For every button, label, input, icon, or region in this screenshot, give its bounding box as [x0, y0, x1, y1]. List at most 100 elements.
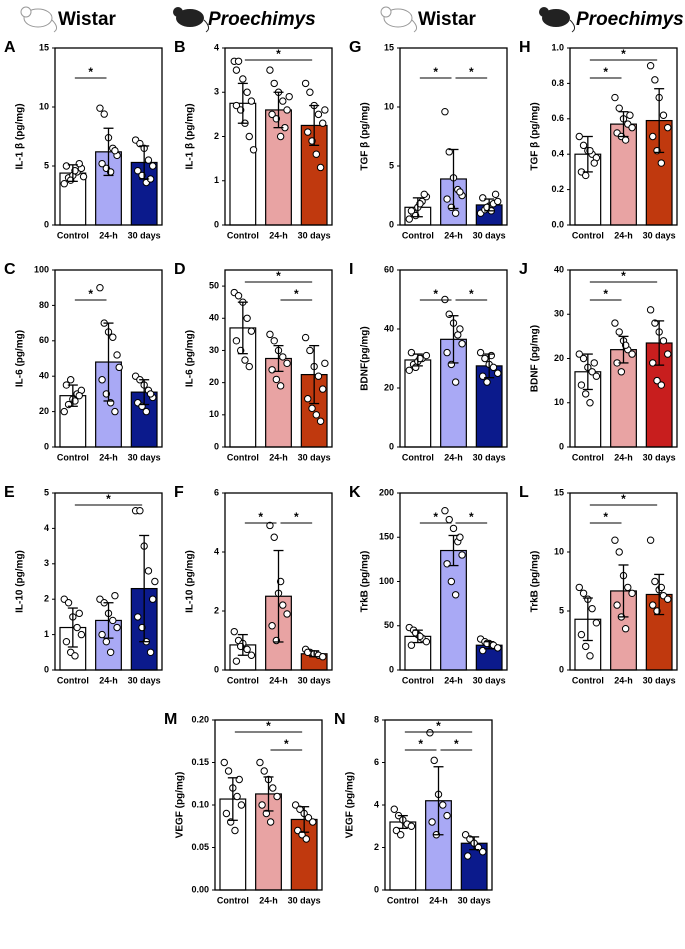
- y-tick-label: 0.8: [551, 78, 564, 88]
- significance-label: *: [433, 287, 438, 301]
- data-point: [283, 106, 291, 114]
- x-tick-label: 30 days: [128, 230, 161, 240]
- significance-label: *: [469, 510, 474, 524]
- data-point: [439, 801, 447, 809]
- data-point: [312, 411, 321, 419]
- data-point: [301, 79, 310, 88]
- y-axis-label: IL-1 β (pg/mg): [185, 103, 196, 169]
- data-point: [75, 391, 83, 400]
- data-point: [586, 652, 594, 660]
- data-point: [628, 589, 636, 597]
- data-point: [611, 93, 619, 102]
- rat-icon: [380, 6, 418, 33]
- bar: [265, 357, 292, 448]
- rat-icon: [173, 7, 210, 33]
- data-point: [586, 399, 594, 407]
- data-point: [144, 567, 153, 575]
- significance-label: *: [621, 269, 626, 283]
- data-point: [649, 601, 657, 609]
- data-point: [588, 368, 596, 376]
- plot-frame: [214, 719, 323, 891]
- data-point: [651, 76, 659, 84]
- data-point: [464, 852, 472, 860]
- data-point: [234, 292, 243, 300]
- x-tick-label: 24-h: [614, 675, 633, 685]
- strain-header: Wistar: [418, 9, 477, 30]
- data-point: [266, 330, 274, 339]
- y-tick-label: 0: [389, 664, 394, 674]
- y-tick-label: 0.6: [551, 113, 564, 123]
- data-point: [615, 328, 623, 336]
- significance-label: *: [433, 65, 438, 79]
- significance-label: *: [106, 492, 111, 506]
- plot-frame: [399, 269, 508, 448]
- data-point: [96, 284, 104, 292]
- significance-label: *: [621, 492, 626, 506]
- panel-letter: G: [349, 39, 361, 56]
- data-point: [234, 57, 243, 65]
- data-point: [581, 171, 590, 180]
- data-point: [319, 653, 327, 661]
- rat-icon: [539, 7, 576, 33]
- data-point: [302, 835, 311, 843]
- data-point: [111, 407, 119, 416]
- data-point: [422, 637, 431, 646]
- x-tick-label: 30 days: [643, 230, 676, 240]
- data-point: [75, 609, 83, 618]
- data-point: [285, 92, 293, 101]
- data-point: [62, 637, 71, 646]
- x-tick-label: Control: [217, 895, 249, 905]
- data-point: [646, 536, 655, 544]
- data-point: [483, 378, 491, 386]
- plot-frame: [224, 269, 333, 448]
- x-tick-label: 24-h: [614, 230, 633, 240]
- data-point: [456, 188, 464, 196]
- x-tick-label: 30 days: [128, 675, 161, 685]
- data-point: [651, 577, 659, 586]
- panel-letter: N: [334, 711, 346, 728]
- panel-letter: L: [519, 484, 529, 501]
- x-tick-label: 24-h: [444, 230, 463, 240]
- panel-letter: K: [349, 484, 361, 501]
- x-tick-label: 30 days: [298, 675, 331, 685]
- data-point: [279, 601, 287, 609]
- data-point: [489, 363, 498, 372]
- x-tick-label: Control: [227, 452, 259, 462]
- x-tick-label: Control: [57, 452, 89, 462]
- data-point: [613, 601, 621, 609]
- data-point: [306, 346, 314, 355]
- panel-letter: M: [164, 711, 177, 728]
- data-point: [249, 146, 258, 154]
- significance-label: *: [603, 287, 608, 301]
- x-tick-label: 24-h: [259, 895, 278, 905]
- data-point: [405, 215, 413, 223]
- x-tick-label: 24-h: [269, 452, 288, 462]
- data-point: [611, 319, 619, 327]
- data-point: [579, 354, 588, 363]
- data-point: [657, 381, 666, 389]
- data-point: [64, 599, 73, 607]
- data-point: [230, 627, 238, 636]
- data-point: [273, 792, 281, 801]
- y-tick-label: 60: [384, 264, 394, 274]
- data-point: [98, 159, 106, 168]
- data-point: [314, 110, 323, 119]
- y-tick-label: 15: [384, 42, 394, 52]
- y-tick-label: 200: [379, 487, 394, 497]
- y-axis-label: IL-1 β (pg/mg): [15, 103, 26, 169]
- data-point: [268, 622, 276, 630]
- data-point: [283, 610, 291, 618]
- significance-label: *: [88, 287, 93, 301]
- panel-letter: C: [4, 261, 16, 278]
- x-tick-label: 24-h: [444, 452, 463, 462]
- data-point: [60, 180, 68, 188]
- significance-label: *: [433, 510, 438, 524]
- y-tick-label: 10: [554, 546, 564, 556]
- y-tick-label: 0: [559, 664, 564, 674]
- data-point: [445, 310, 453, 318]
- data-point: [390, 805, 398, 813]
- data-point: [494, 644, 502, 652]
- data-point: [479, 194, 487, 202]
- data-point: [98, 376, 106, 384]
- data-point: [588, 604, 596, 613]
